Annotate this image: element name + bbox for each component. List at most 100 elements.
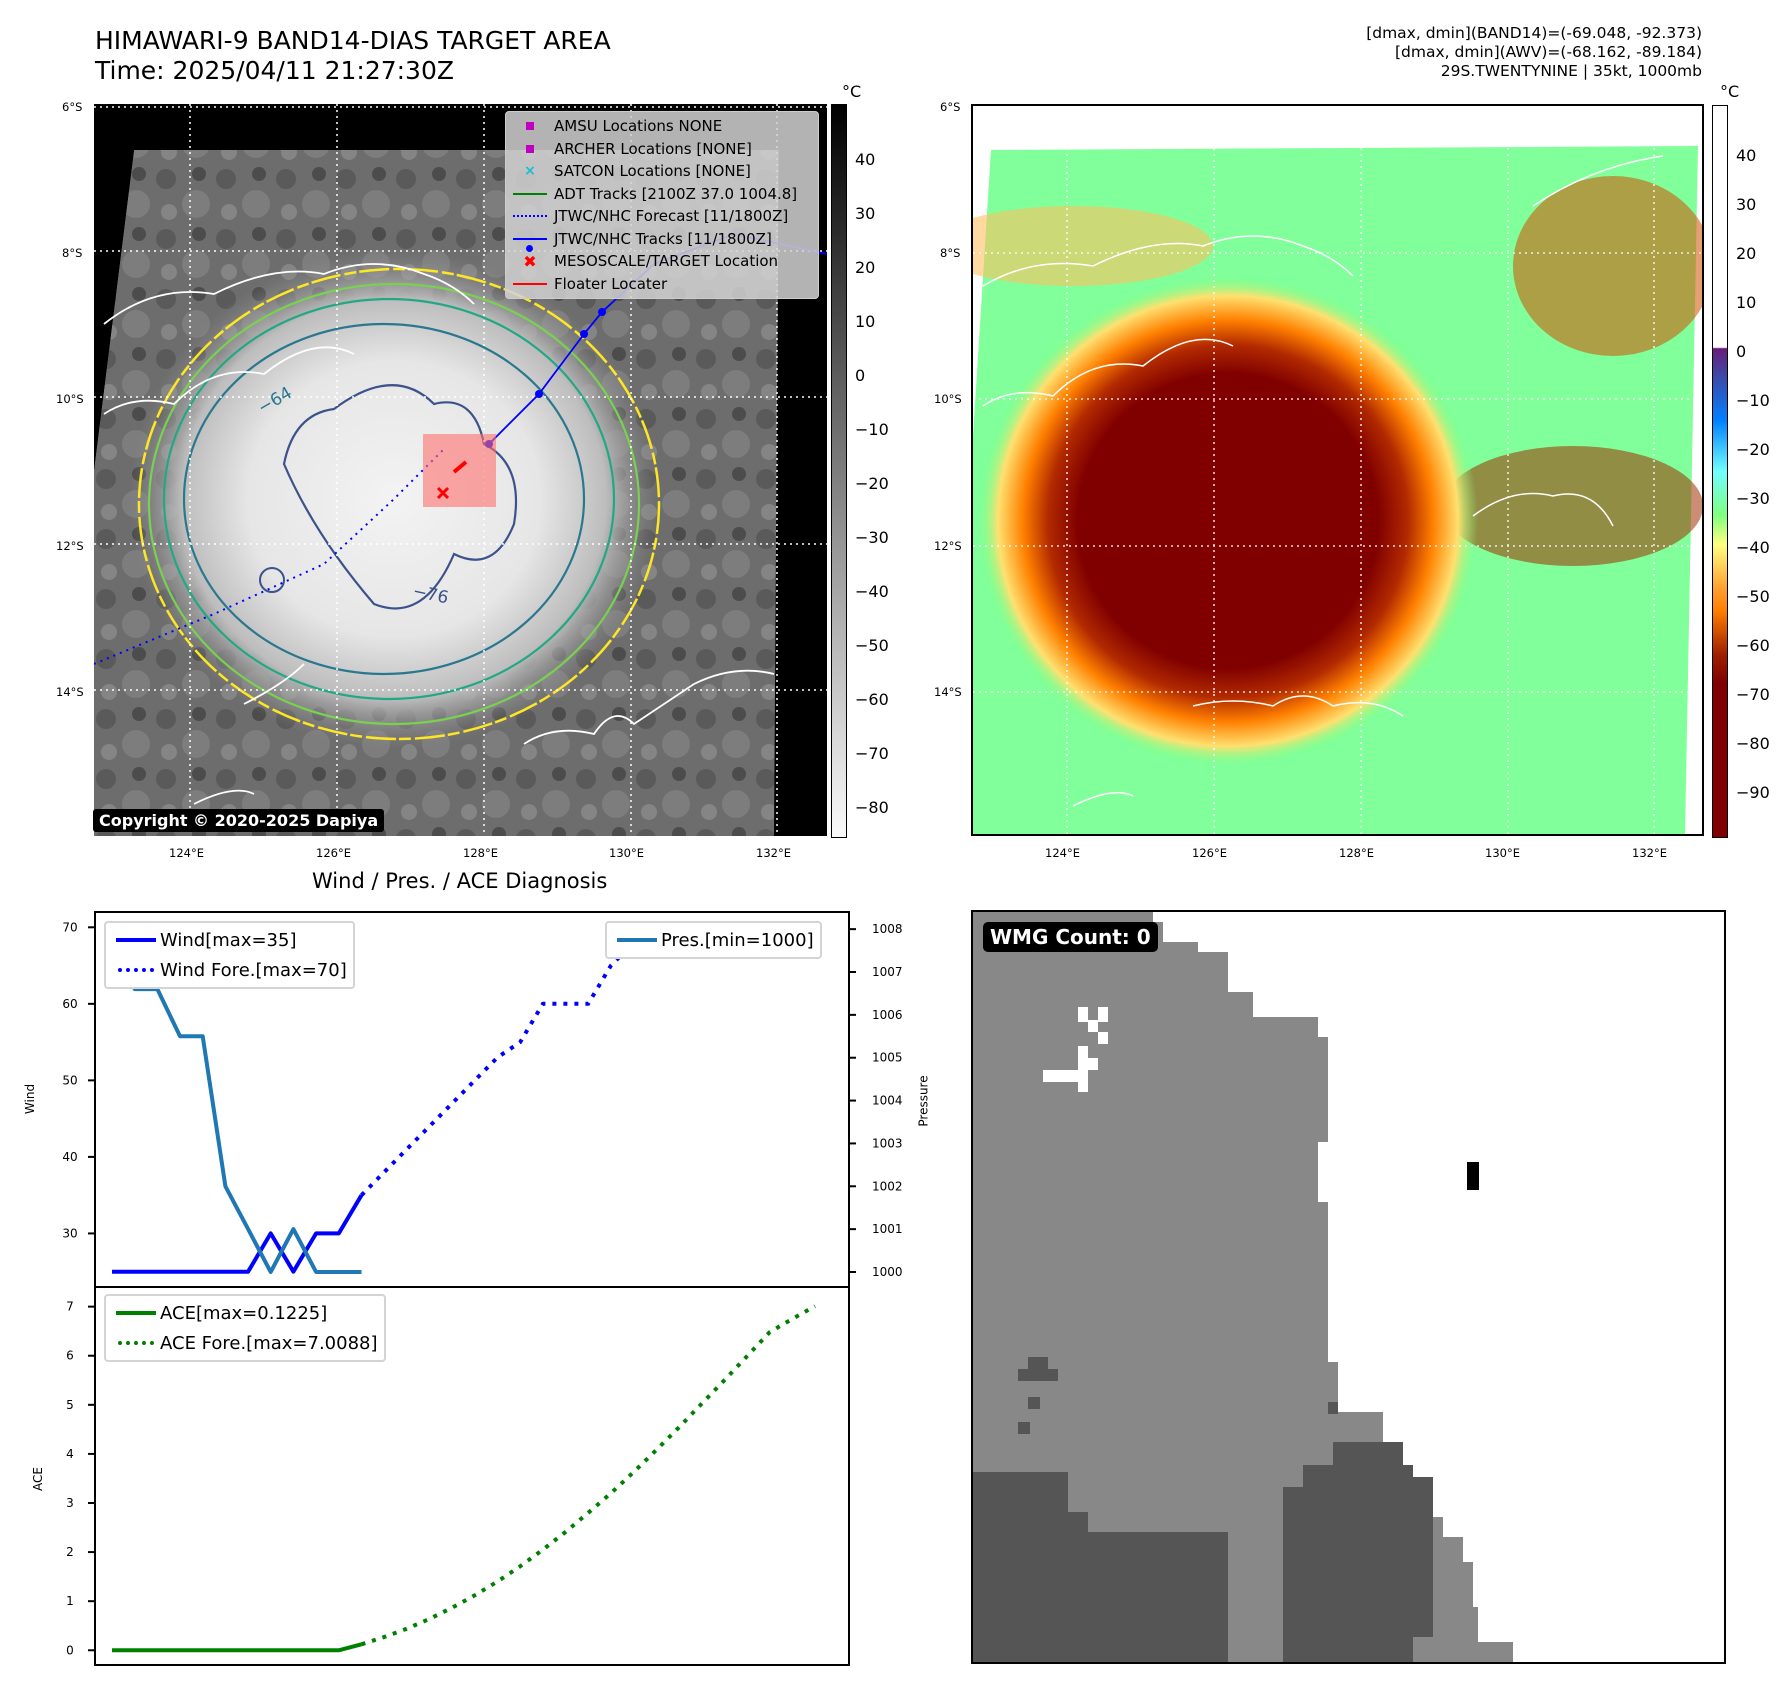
stats-band14: [dmax, dmin](BAND14)=(-69.048, -92.373) xyxy=(1366,24,1702,42)
magenta-square-icon xyxy=(506,122,554,131)
figure-title: HIMAWARI-9 BAND14-DIAS TARGET AREA Time:… xyxy=(95,26,611,86)
contour-lightgreen xyxy=(147,282,641,726)
colorbar-tick: 30 xyxy=(1736,195,1757,214)
colorbar-tick: 40 xyxy=(1736,146,1757,165)
pressure-tick-label: 1007 xyxy=(872,965,903,979)
awv-map xyxy=(973,106,1702,834)
colorbar-tick: −70 xyxy=(855,744,889,763)
ace-tick-label: 1 xyxy=(66,1594,74,1608)
lat-tick: 12°S xyxy=(934,539,962,553)
colorbar-tick: 0 xyxy=(855,366,866,385)
legend-item: ✖ MESOSCALE/TARGET Location xyxy=(506,250,818,273)
pressure-tick-label: 1000 xyxy=(872,1265,903,1279)
series-wind xyxy=(112,1194,364,1274)
pressure-legend: Pres.[min=1000] xyxy=(605,921,822,959)
colorbar-tick: 10 xyxy=(1736,293,1757,312)
legend-item: AMSU Locations NONE xyxy=(506,115,818,138)
coastline xyxy=(982,155,1664,807)
ir-colorbar xyxy=(831,104,847,838)
magenta-square-icon xyxy=(506,144,554,153)
colorbar-tick: −80 xyxy=(1736,734,1770,753)
adt-track-segment xyxy=(452,460,468,474)
pressure-tick-label: 1005 xyxy=(872,1051,903,1065)
lat-tick: 8°S xyxy=(62,246,83,260)
red-x-icon: ✖ xyxy=(523,251,537,271)
colorbar-tick: −10 xyxy=(855,420,889,439)
wind-tick-label: 30 xyxy=(62,1226,77,1240)
lat-tick: 12°S xyxy=(56,539,84,553)
solid-steelblue-line-icon xyxy=(613,938,661,942)
wmg-region-light-right xyxy=(1478,1642,1513,1662)
ace-axis-label: ACE xyxy=(30,1467,45,1491)
colorbar-tick: −70 xyxy=(1736,685,1770,704)
legend-item: Wind[max=35] xyxy=(112,925,347,955)
colorbar-tick: −50 xyxy=(1736,587,1770,606)
lat-tick: 10°S xyxy=(934,392,962,406)
legend-item: ACE Fore.[max=7.0088] xyxy=(112,1328,378,1358)
pressure-tick-label: 1004 xyxy=(872,1094,903,1108)
lon-tick: 126°E xyxy=(1192,846,1227,860)
pressure-y-ticks: 1000 1001 1002 1003 1004 1005 1006 1007 1008 xyxy=(849,922,903,1279)
copyright-label: Copyright © 2020-2025 Dapiya xyxy=(93,809,385,832)
coastline xyxy=(103,263,775,805)
legend-item: ARCHER Locations [NONE] xyxy=(506,138,818,161)
ir-map: −64 −76 xyxy=(94,104,827,836)
contour-green xyxy=(162,297,616,701)
wind-y-ticks: 30 40 50 60 70 xyxy=(62,920,95,1240)
colorbar-tick: −60 xyxy=(855,690,889,709)
series-ace xyxy=(112,1642,363,1653)
title-line-2: Time: 2025/04/11 21:27:30Z xyxy=(95,56,454,85)
ace-tick-label: 3 xyxy=(66,1496,74,1510)
awv-colorbar xyxy=(1712,105,1728,838)
colorbar-tick: 10 xyxy=(855,312,876,331)
ace-tick-label: 2 xyxy=(66,1545,74,1559)
colorbar-tick: 0 xyxy=(1736,342,1747,361)
cyan-x-icon: × xyxy=(524,163,536,180)
ir-colorbar-unit: °C xyxy=(842,82,862,101)
wind-tick-label: 50 xyxy=(62,1073,77,1087)
contour-teal xyxy=(182,322,586,676)
legend-item: Pres.[min=1000] xyxy=(613,925,814,955)
pressure-tick-label: 1008 xyxy=(872,922,903,936)
wind-axis-label: Wind xyxy=(23,1083,38,1115)
graticule xyxy=(973,106,1702,834)
target-area-box xyxy=(423,434,496,507)
red-line-icon xyxy=(506,282,554,285)
lat-tick: 10°S xyxy=(56,392,84,406)
ace-tick-label: 6 xyxy=(66,1349,74,1363)
lat-tick: 14°S xyxy=(934,685,962,699)
blue-dotted-line-icon xyxy=(506,215,554,218)
legend-item: JTWC/NHC Tracks [11/1800Z] xyxy=(506,228,818,252)
storm-info: 29S.TWENTYNINE | 35kt, 1000mb xyxy=(1440,62,1702,80)
solid-green-line-icon xyxy=(112,1311,160,1315)
series-pres xyxy=(110,928,362,1274)
pressure-tick-label: 1006 xyxy=(872,1008,903,1022)
colorbar-tick: −20 xyxy=(855,474,889,493)
legend-item: ADT Tracks [2100Z 37.0 1004.8] xyxy=(506,183,818,206)
stats-block: [dmax, dmin](BAND14)=(-69.048, -92.373) … xyxy=(1366,24,1702,81)
wmg-black-cell xyxy=(1467,1162,1479,1190)
ir-map-legend: AMSU Locations NONE ARCHER Locations [NO… xyxy=(505,111,819,299)
colorbar-tick: −30 xyxy=(855,528,889,547)
mesoscale-target-marker xyxy=(436,486,450,500)
lat-tick: 6°S xyxy=(940,100,961,114)
pressure-axis-label: Pressure xyxy=(916,1075,931,1127)
contour-yellow xyxy=(137,267,661,741)
ace-y-ticks: 0 1 2 3 4 5 6 7 xyxy=(66,1300,95,1657)
wind-legend: Wind[max=35] Wind Fore.[max=70] xyxy=(104,921,355,989)
blue-line-dot-icon xyxy=(506,237,554,252)
colorbar-tick: −90 xyxy=(1736,783,1770,802)
lon-tick: 126°E xyxy=(316,846,351,860)
awv-colorbar-unit: °C xyxy=(1720,82,1740,101)
lat-tick: 14°S xyxy=(56,685,84,699)
awv-map-panel xyxy=(971,104,1704,836)
colorbar-tick: −10 xyxy=(1736,391,1770,410)
colorbar-tick: −30 xyxy=(1736,489,1770,508)
colorbar-tick: −80 xyxy=(855,798,889,817)
wind-tick-label: 60 xyxy=(62,997,77,1011)
ace-tick-label: 7 xyxy=(66,1300,74,1314)
ace-tick-label: 4 xyxy=(66,1447,74,1461)
colorbar-tick: 30 xyxy=(855,204,876,223)
colorbar-tick: 20 xyxy=(855,258,876,277)
